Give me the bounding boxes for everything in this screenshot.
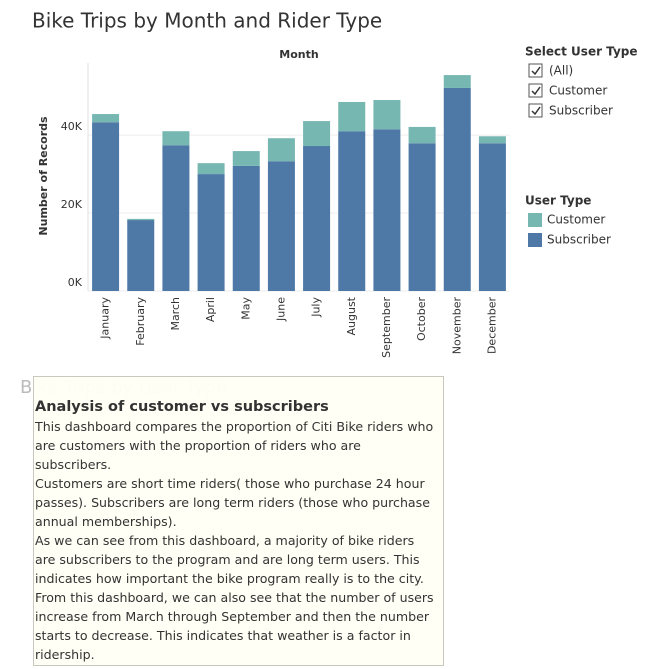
bar-segment <box>267 138 295 162</box>
bar-segment <box>232 165 260 291</box>
bar-segment <box>443 75 471 88</box>
x-tick-label: August <box>345 296 358 335</box>
bar-segment <box>373 100 401 130</box>
bar-segment <box>232 151 260 166</box>
bar-segment <box>197 174 225 291</box>
checkmark <box>531 86 541 96</box>
bar-segment <box>408 126 436 144</box>
filter-option[interactable]: Subscriber <box>549 104 613 118</box>
bar-segment <box>338 101 366 132</box>
filter-option[interactable]: (All) <box>549 64 573 78</box>
chart-title: Bike Trips by Month and Rider Type <box>32 9 382 33</box>
checkmark <box>531 106 541 116</box>
x-tick-label: March <box>169 297 182 331</box>
x-tick-label: February <box>134 297 147 346</box>
x-tick-label: October <box>415 297 428 341</box>
legend-label: Customer <box>547 213 605 227</box>
bar-segment <box>373 129 401 291</box>
x-tick-label: September <box>380 297 393 358</box>
bar-segment <box>303 121 331 147</box>
checkbox[interactable] <box>528 103 543 118</box>
legend-swatch <box>528 213 542 227</box>
bar-segment <box>478 143 506 291</box>
bar-segment <box>162 145 190 291</box>
y-tick-label: 20K <box>61 198 83 211</box>
x-axis-header: Month <box>279 48 318 61</box>
bar-segment <box>303 146 331 291</box>
bar-segment <box>92 114 120 123</box>
checkbox[interactable] <box>528 83 543 98</box>
checkmark <box>531 66 541 76</box>
bar-segment <box>127 220 155 291</box>
text-heading: Analysis of customer vs subscribers <box>35 399 329 415</box>
legend-swatch <box>528 233 542 247</box>
x-tick-label: April <box>204 297 217 322</box>
bar-segment <box>338 131 366 291</box>
bar-segment <box>127 218 155 221</box>
text-paragraph: This dashboard compares the proportion o… <box>35 419 434 472</box>
bar-segment <box>92 122 120 291</box>
bar-segment <box>478 136 506 144</box>
bar-segment <box>408 143 436 291</box>
legend-title: User Type <box>525 194 591 208</box>
legend-label: Subscriber <box>547 233 611 247</box>
y-tick-label: 40K <box>61 120 83 133</box>
text-box: Analysis of customer vs subscribers This… <box>33 376 444 666</box>
y-tick-label: 0K <box>68 276 83 289</box>
x-tick-label: May <box>239 297 252 320</box>
filter-title: Select User Type <box>525 45 638 59</box>
x-tick-label: June <box>274 297 287 322</box>
x-tick-label: January <box>99 297 112 340</box>
bar-segment <box>197 163 225 175</box>
bar-segment <box>267 161 295 291</box>
text-paragraph: Customers are short time riders( those w… <box>35 476 430 529</box>
bar-segment <box>162 131 190 146</box>
checkbox[interactable] <box>528 63 543 78</box>
x-tick-label: December <box>485 297 498 355</box>
x-tick-label: November <box>450 297 463 355</box>
text-paragraph: From this dashboard, we can also see tha… <box>35 590 434 662</box>
y-axis-label: Number of Records <box>37 116 50 236</box>
filter-option[interactable]: Customer <box>549 84 607 98</box>
x-tick-label: July <box>310 297 323 318</box>
text-paragraph: As we can see from this dashboard, a maj… <box>35 533 424 586</box>
bar-segment <box>443 87 471 291</box>
